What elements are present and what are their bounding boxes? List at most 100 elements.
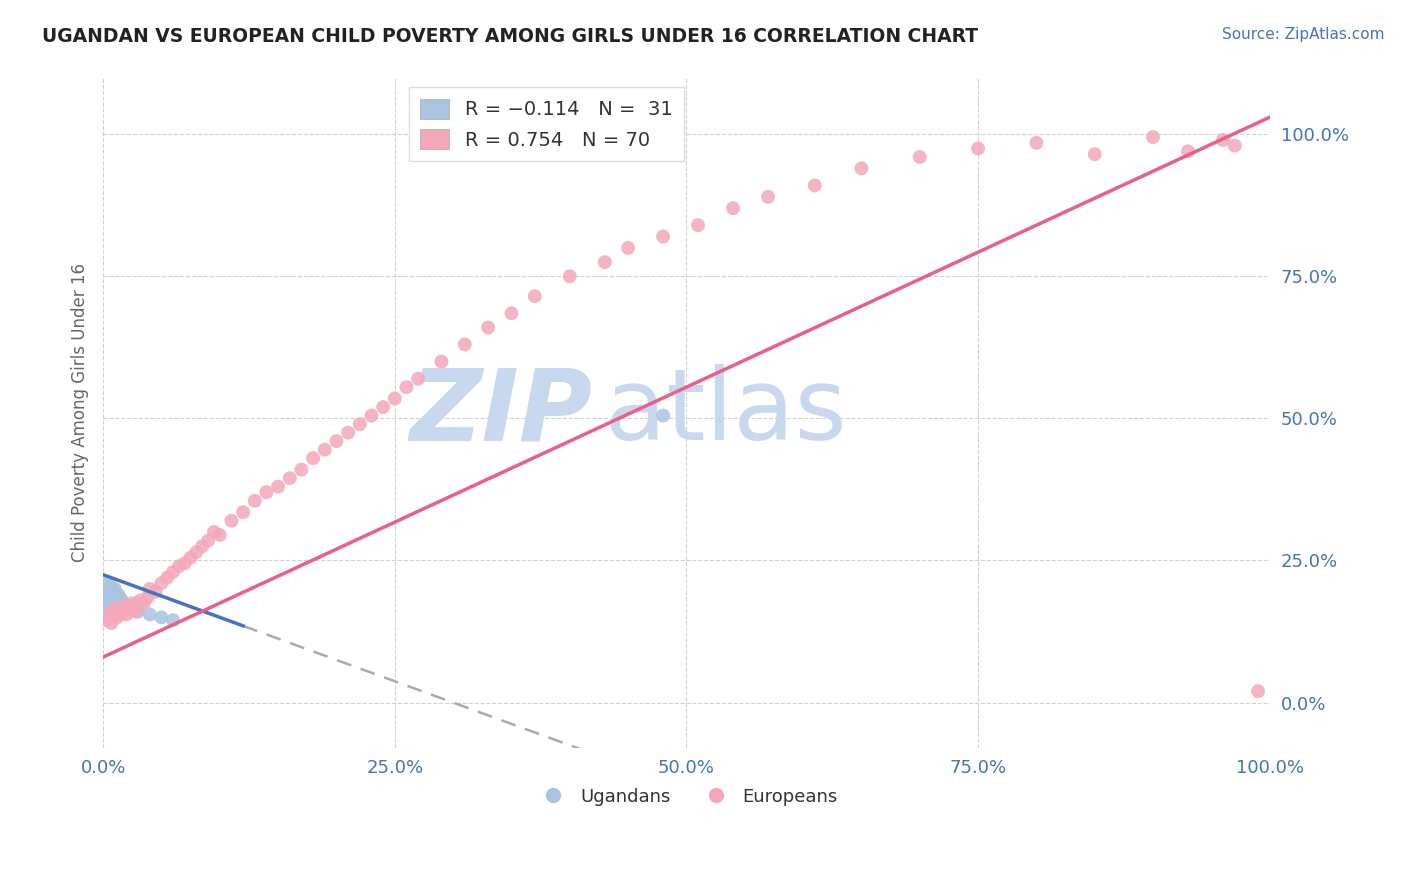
Point bbox=[221, 514, 243, 528]
Text: atlas: atlas bbox=[605, 364, 846, 461]
Point bbox=[97, 576, 120, 591]
Point bbox=[103, 591, 125, 605]
Point bbox=[104, 588, 127, 602]
Point bbox=[108, 591, 131, 605]
Point bbox=[112, 599, 135, 613]
Point bbox=[721, 201, 744, 215]
Point bbox=[167, 559, 190, 574]
Legend: Ugandans, Europeans: Ugandans, Europeans bbox=[527, 780, 845, 813]
Point bbox=[593, 255, 616, 269]
Point bbox=[100, 588, 122, 602]
Point bbox=[232, 505, 254, 519]
Point bbox=[803, 178, 825, 193]
Point bbox=[191, 539, 214, 553]
Point bbox=[1223, 138, 1246, 153]
Point bbox=[1212, 133, 1234, 147]
Point bbox=[105, 610, 128, 624]
Point bbox=[267, 480, 290, 494]
Point bbox=[103, 605, 125, 619]
Point bbox=[523, 289, 546, 303]
Point bbox=[197, 533, 219, 548]
Point bbox=[851, 161, 873, 176]
Point bbox=[371, 400, 394, 414]
Point bbox=[104, 591, 127, 605]
Point bbox=[103, 596, 125, 610]
Point bbox=[96, 613, 118, 627]
Point bbox=[360, 409, 382, 423]
Point bbox=[118, 602, 141, 616]
Point bbox=[150, 610, 173, 624]
Point bbox=[127, 605, 149, 619]
Point bbox=[101, 593, 124, 607]
Point bbox=[688, 218, 710, 232]
Point bbox=[162, 565, 184, 579]
Point bbox=[139, 607, 162, 622]
Point bbox=[96, 602, 118, 616]
Point bbox=[173, 557, 195, 571]
Point bbox=[430, 354, 453, 368]
Point bbox=[302, 451, 325, 466]
Point bbox=[98, 591, 121, 605]
Point bbox=[314, 442, 336, 457]
Point bbox=[97, 582, 120, 596]
Point bbox=[278, 471, 301, 485]
Point bbox=[145, 584, 167, 599]
Point bbox=[477, 320, 499, 334]
Point bbox=[156, 570, 179, 584]
Point bbox=[107, 588, 129, 602]
Point bbox=[756, 190, 779, 204]
Y-axis label: Child Poverty Among Girls Under 16: Child Poverty Among Girls Under 16 bbox=[72, 263, 89, 562]
Point bbox=[98, 579, 121, 593]
Point bbox=[652, 409, 675, 423]
Point bbox=[162, 613, 184, 627]
Point bbox=[111, 593, 134, 607]
Point bbox=[652, 229, 675, 244]
Point bbox=[94, 593, 117, 607]
Point bbox=[1142, 130, 1164, 145]
Point bbox=[337, 425, 360, 440]
Point bbox=[139, 582, 162, 596]
Point bbox=[208, 528, 231, 542]
Point bbox=[501, 306, 523, 320]
Point bbox=[180, 550, 202, 565]
Point bbox=[93, 584, 115, 599]
Point bbox=[256, 485, 278, 500]
Point bbox=[104, 602, 127, 616]
Point bbox=[115, 602, 138, 616]
Point bbox=[967, 141, 990, 155]
Point bbox=[125, 605, 148, 619]
Point bbox=[1084, 147, 1107, 161]
Point bbox=[290, 462, 312, 476]
Point bbox=[243, 493, 266, 508]
Point bbox=[136, 591, 159, 605]
Point bbox=[100, 582, 122, 596]
Point bbox=[101, 584, 124, 599]
Point bbox=[97, 596, 120, 610]
Point bbox=[112, 599, 135, 613]
Text: UGANDAN VS EUROPEAN CHILD POVERTY AMONG GIRLS UNDER 16 CORRELATION CHART: UGANDAN VS EUROPEAN CHILD POVERTY AMONG … bbox=[42, 27, 979, 45]
Point bbox=[132, 596, 155, 610]
Text: ZIP: ZIP bbox=[411, 364, 593, 461]
Point bbox=[325, 434, 347, 449]
Point bbox=[558, 269, 581, 284]
Point bbox=[97, 607, 120, 622]
Point bbox=[349, 417, 371, 431]
Point bbox=[110, 596, 132, 610]
Point bbox=[97, 584, 120, 599]
Point bbox=[617, 241, 640, 255]
Point bbox=[406, 371, 429, 385]
Point bbox=[1025, 136, 1047, 150]
Point bbox=[111, 605, 134, 619]
Point bbox=[129, 593, 152, 607]
Point bbox=[454, 337, 477, 351]
Point bbox=[121, 599, 143, 613]
Point bbox=[127, 599, 149, 613]
Point bbox=[1177, 145, 1199, 159]
Point bbox=[150, 576, 173, 591]
Point bbox=[186, 545, 208, 559]
Point bbox=[1247, 684, 1270, 698]
Point bbox=[115, 607, 138, 622]
Point bbox=[202, 525, 225, 540]
Point bbox=[908, 150, 931, 164]
Point bbox=[121, 596, 143, 610]
